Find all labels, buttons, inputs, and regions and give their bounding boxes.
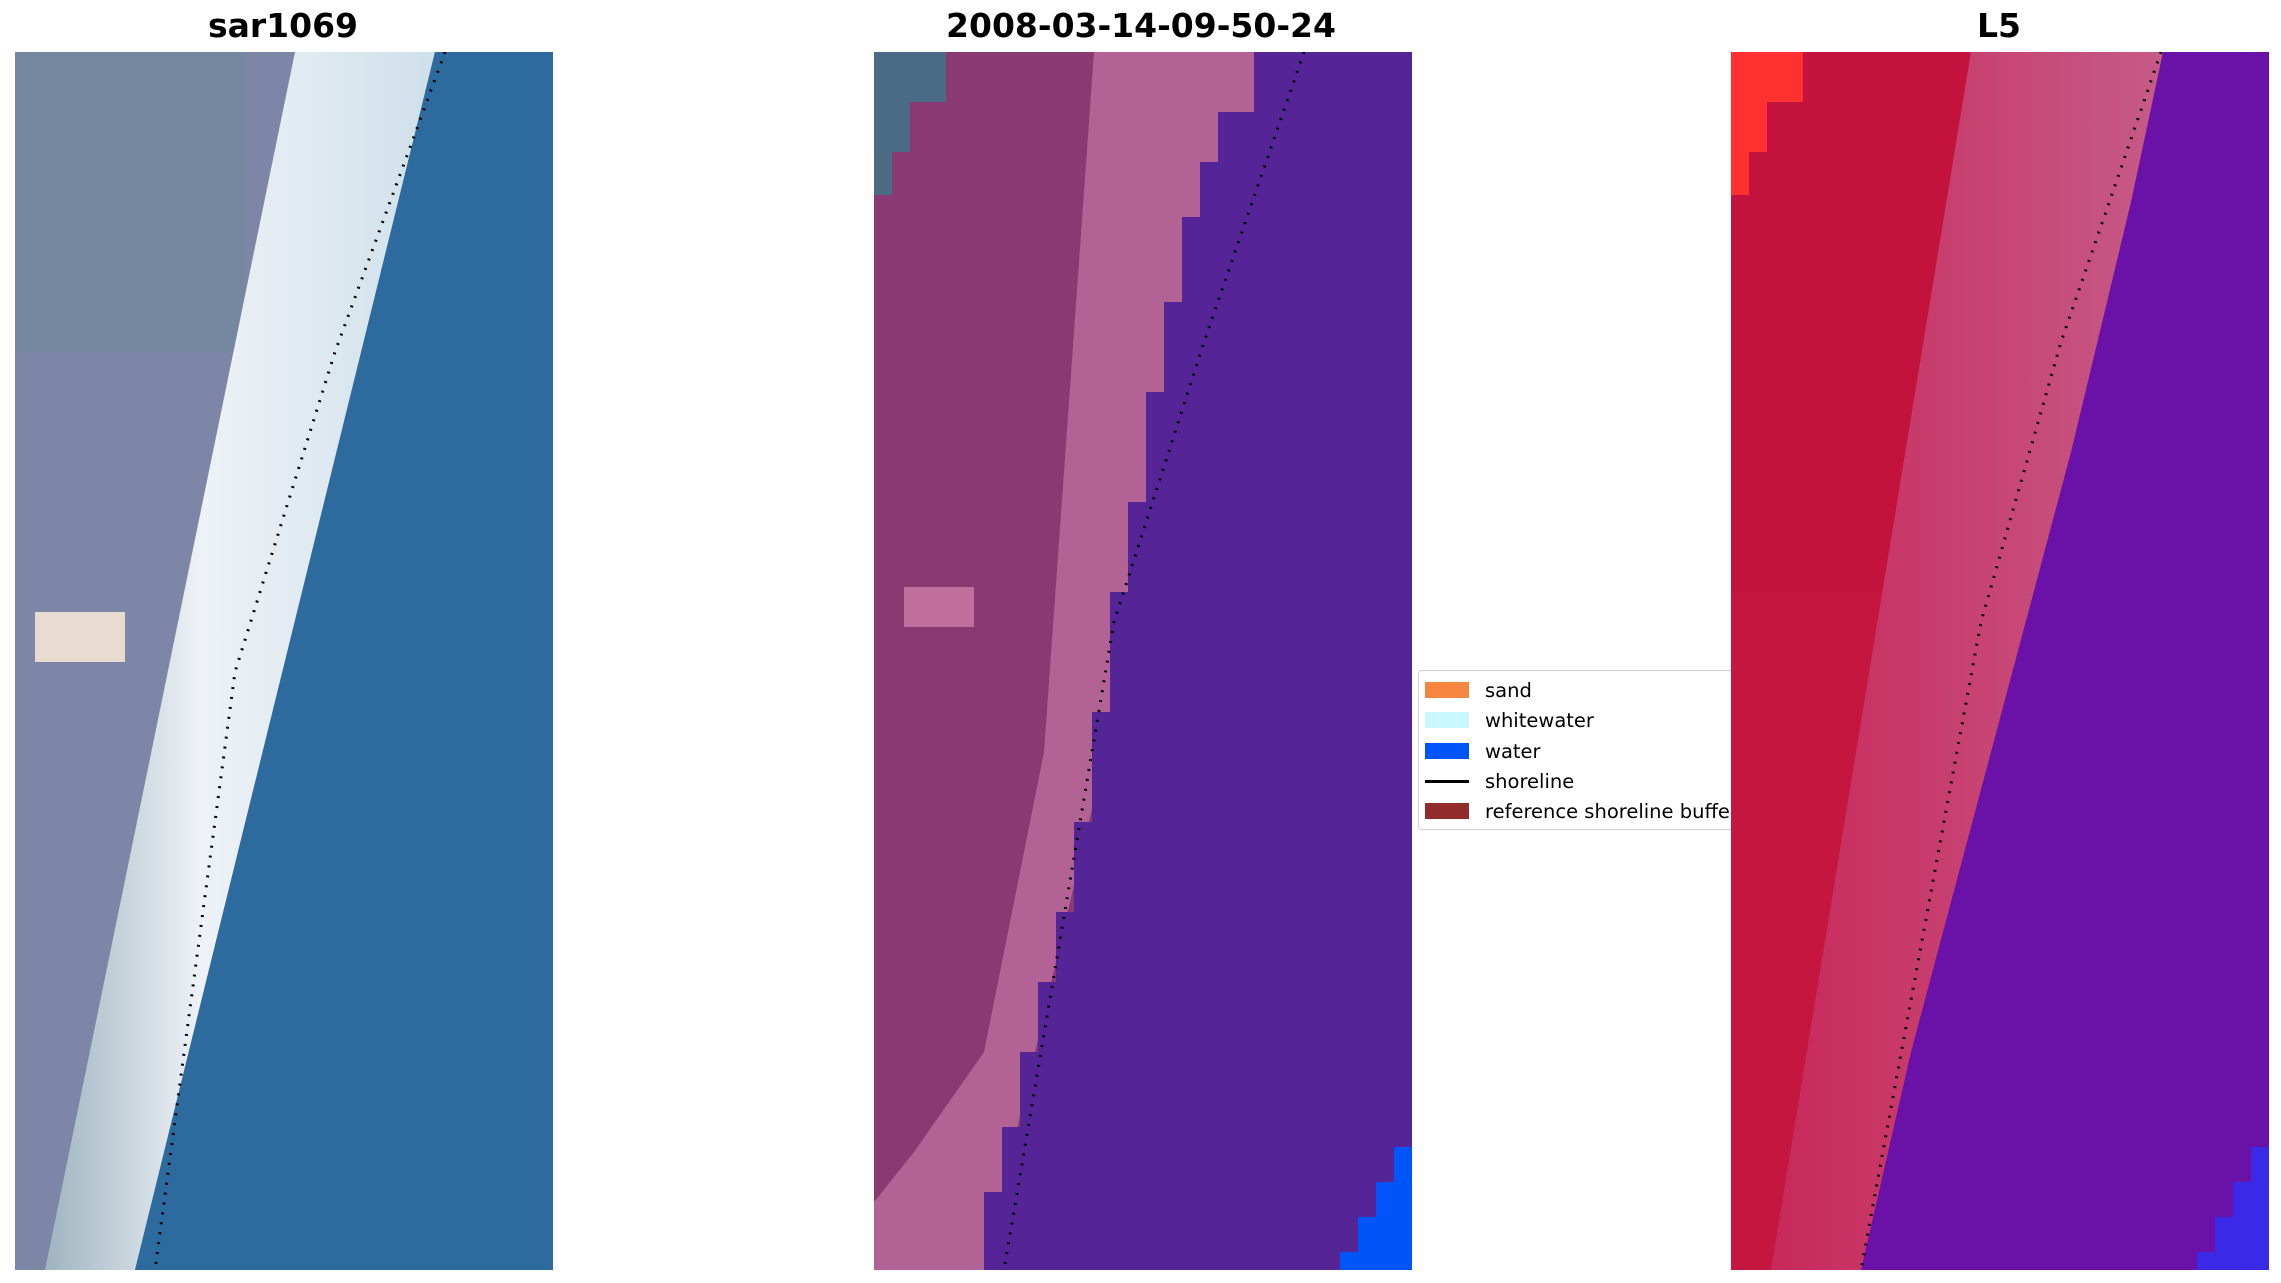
sand-swatch (1425, 682, 1469, 698)
rgb-image-panel (15, 52, 553, 1270)
whitewater-swatch (1425, 712, 1469, 728)
legend-item-reference-buffer: reference shoreline buffer (1425, 798, 1738, 824)
classified-image (874, 52, 1412, 1270)
classified-image-panel (874, 52, 1412, 1270)
legend-label: reference shoreline buffer (1485, 799, 1738, 823)
legend-item-sand: sand (1425, 677, 1532, 703)
panel-title-rgb: sar1069 (207, 6, 359, 45)
panel-title-l5: L5 (1977, 6, 2021, 45)
legend-label: shoreline (1485, 769, 1575, 793)
legend-label: water (1485, 739, 1541, 763)
water-swatch (1425, 743, 1469, 759)
legend: sand whitewater water shoreline referenc… (1418, 670, 1738, 830)
rgb-image (15, 52, 553, 1270)
panel-title-classified: 2008-03-14-09-50-24 (946, 6, 1336, 45)
legend-label: whitewater (1485, 708, 1594, 732)
legend-label: sand (1485, 678, 1532, 702)
shoreline-swatch (1425, 779, 1469, 783)
legend-item-water: water (1425, 738, 1541, 764)
legend-item-whitewater: whitewater (1425, 707, 1594, 733)
reference-buffer-swatch (1425, 803, 1469, 819)
l5-image (1731, 52, 2269, 1270)
legend-item-shoreline: shoreline (1425, 768, 1574, 794)
l5-image-panel (1731, 52, 2269, 1270)
